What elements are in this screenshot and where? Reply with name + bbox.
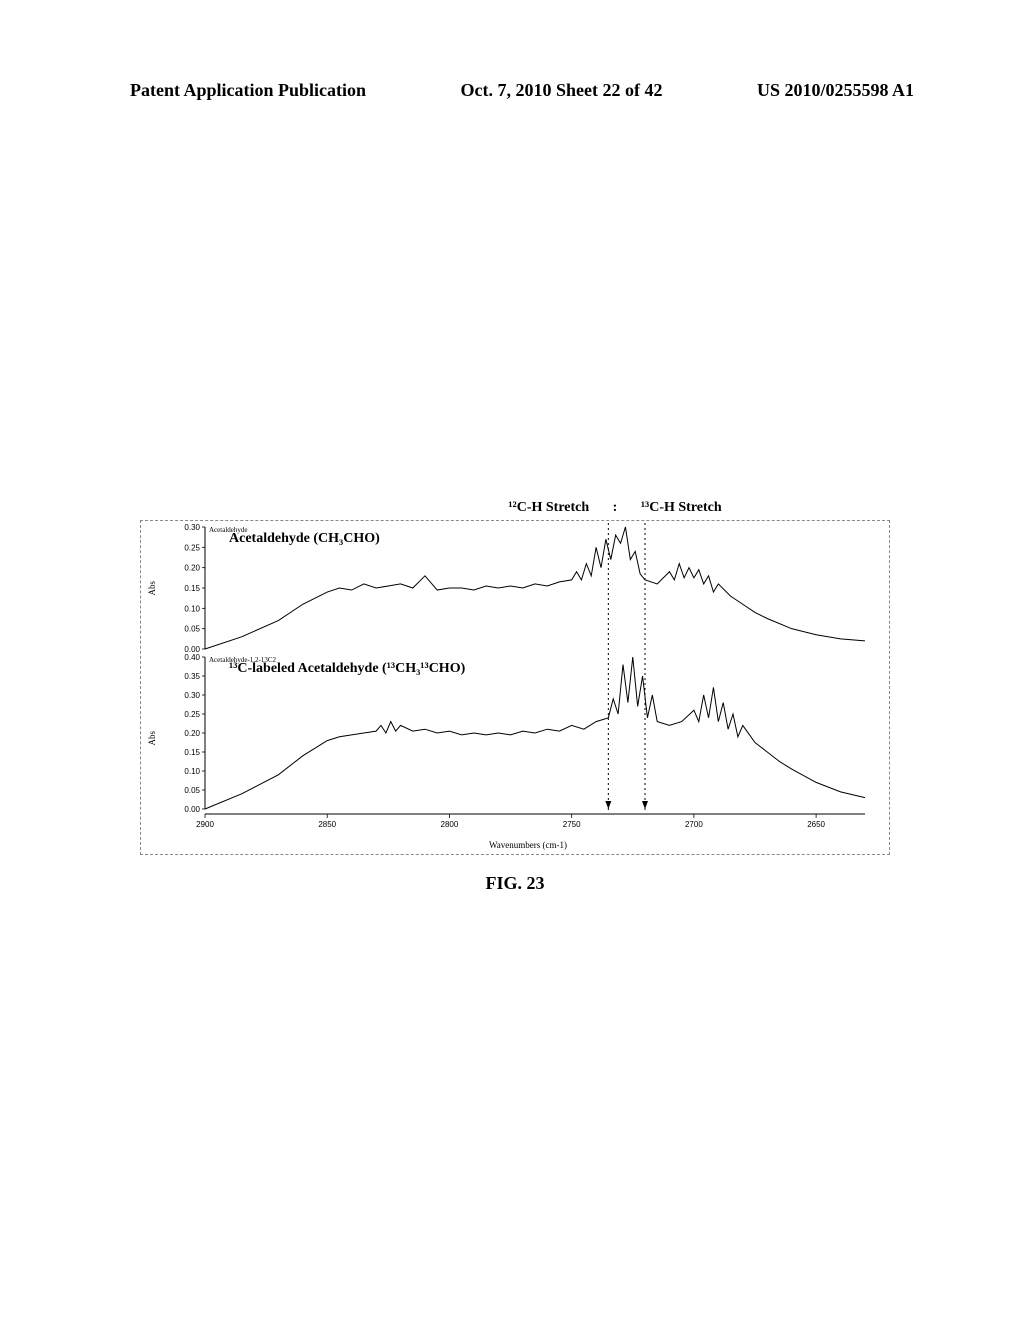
svg-text:0.00: 0.00 xyxy=(184,645,200,653)
svg-text:0.25: 0.25 xyxy=(184,710,200,719)
ylabel-bottom: Abs xyxy=(147,731,157,746)
ylabel-top: Abs xyxy=(147,581,157,596)
header-right: US 2010/0255598 A1 xyxy=(757,80,914,101)
svg-text:0.00: 0.00 xyxy=(184,805,200,813)
svg-text:2850: 2850 xyxy=(318,820,336,829)
figure-caption: FIG. 23 xyxy=(140,873,890,894)
svg-text:0.15: 0.15 xyxy=(184,748,200,757)
page-header: Patent Application Publication Oct. 7, 2… xyxy=(0,80,1024,101)
svg-text:0.10: 0.10 xyxy=(184,767,200,776)
xaxis-svg: 2900 2850 2800 2750 2700 2650 xyxy=(169,813,869,833)
svg-text:2700: 2700 xyxy=(685,820,703,829)
spectrum-panel-top: Acetaldehyde Acetaldehyde (CH₃CHO) 0.000… xyxy=(169,523,887,653)
spectrum-bottom-svg: 0.00 0.05 0.10 0.15 0.20 0.25 0.30 0.35 0.40 xyxy=(169,653,869,813)
header-left: Patent Application Publication xyxy=(130,80,366,101)
svg-text:0.20: 0.20 xyxy=(184,729,200,738)
c13-stretch-label: ¹³C-H Stretch xyxy=(641,500,722,516)
svg-text:2650: 2650 xyxy=(807,820,825,829)
svg-text:0.35: 0.35 xyxy=(184,672,200,681)
svg-text:0.20: 0.20 xyxy=(184,564,200,573)
header-center: Oct. 7, 2010 Sheet 22 of 42 xyxy=(461,80,663,101)
svg-text:0.15: 0.15 xyxy=(184,584,200,593)
xaxis-label: Wavenumbers (cm-1) xyxy=(169,840,887,850)
svg-text:0.05: 0.05 xyxy=(184,625,200,634)
spectrum-panel-bottom: Acetaldehyde-1,2-13C2 ¹³C-labeled Acetal… xyxy=(169,653,887,813)
svg-text:0.30: 0.30 xyxy=(184,523,200,532)
svg-text:0.30: 0.30 xyxy=(184,691,200,700)
svg-text:0.10: 0.10 xyxy=(184,604,200,613)
panel-bottom-title: ¹³C-labeled Acetaldehyde (¹³CH₃¹³CHO) xyxy=(229,661,465,677)
spectra-frame: Abs Abs Acetaldehyde Acetaldehyde (CH₃CH… xyxy=(140,520,890,855)
figure-container: ¹²C-H Stretch : ¹³C-H Stretch Abs Abs Ac… xyxy=(140,500,890,894)
c12-stretch-label: ¹²C-H Stretch xyxy=(508,500,589,516)
panel-top-title: Acetaldehyde (CH₃CHO) xyxy=(229,531,380,547)
svg-text:0.40: 0.40 xyxy=(184,653,200,662)
label-separator: : xyxy=(609,500,621,516)
svg-text:2750: 2750 xyxy=(563,820,581,829)
svg-text:0.05: 0.05 xyxy=(184,786,200,795)
svg-text:2800: 2800 xyxy=(441,820,459,829)
svg-text:2900: 2900 xyxy=(196,820,214,829)
stretch-labels: ¹²C-H Stretch : ¹³C-H Stretch xyxy=(240,500,990,516)
svg-text:0.25: 0.25 xyxy=(184,543,200,552)
